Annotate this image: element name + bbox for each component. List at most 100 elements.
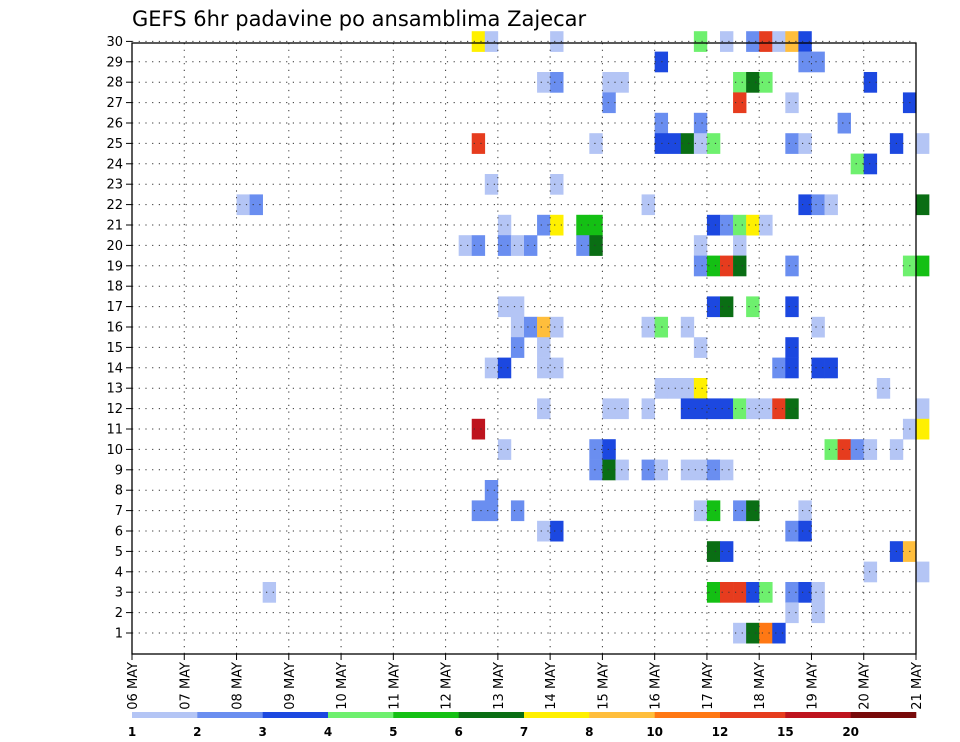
precip-cell: [693, 133, 708, 154]
precip-cell: [798, 500, 812, 522]
precip-cell: [746, 72, 760, 93]
precip-cell: [706, 133, 721, 154]
precip-cell: [537, 398, 551, 420]
precip-cell: [706, 398, 721, 420]
x-tick-label: 18 MAY: [753, 662, 768, 710]
precip-cell: [680, 398, 695, 420]
precip-cell: [811, 357, 825, 379]
precip-cell: [785, 92, 799, 114]
precip-cell: [785, 520, 799, 542]
y-tick-label: 4: [115, 565, 123, 580]
y-axis: 1234567891011121314151617181920212223242…: [106, 35, 132, 642]
colorbar-swatch: [262, 712, 329, 718]
colorbar-swatch: [654, 712, 721, 718]
precip-cell: [772, 622, 786, 644]
x-tick-label: 08 MAY: [231, 662, 246, 710]
precip-cell: [811, 194, 825, 216]
precip-cell: [471, 133, 486, 154]
colorbar-label: 5: [389, 725, 397, 739]
precip-cell: [602, 439, 616, 460]
precip-cell: [746, 500, 760, 522]
precip-cell: [589, 439, 603, 460]
precip-cell: [733, 235, 747, 256]
y-tick-label: 7: [115, 504, 123, 519]
precip-cell: [484, 357, 499, 379]
precip-cell: [249, 194, 263, 216]
colorbar-swatch: [393, 712, 459, 718]
precip-cell: [720, 255, 734, 277]
colorbar-label: 15: [777, 725, 794, 739]
precip-cell: [759, 582, 773, 603]
x-tick-label: 06 MAY: [126, 662, 141, 710]
colorbar-label: 4: [324, 725, 332, 739]
y-tick-label: 28: [106, 76, 123, 91]
precip-cell: [772, 357, 786, 379]
y-tick-label: 14: [106, 361, 123, 376]
precip-cell: [537, 316, 551, 338]
precip-cell: [746, 398, 760, 420]
precip-cell: [537, 214, 551, 236]
precip-cell: [916, 255, 930, 277]
precip-cell: [484, 500, 499, 522]
precip-cell: [916, 133, 930, 154]
precip-cell: [720, 296, 734, 318]
y-tick-label: 30: [106, 35, 123, 50]
precip-cell: [471, 418, 486, 440]
precip-cell: [497, 235, 512, 256]
precip-cell: [537, 357, 551, 379]
precip-cell: [798, 520, 812, 542]
precip-cell: [537, 72, 551, 93]
precip-cell: [746, 582, 760, 603]
precip-cell: [510, 337, 525, 358]
precip-cell: [550, 520, 564, 542]
y-tick-label: 15: [106, 341, 123, 356]
precip-cell: [497, 439, 512, 460]
precip-cell: [720, 398, 734, 420]
precip-cell: [746, 296, 760, 318]
precip-cell: [484, 174, 499, 195]
colorbar-label: 12: [712, 725, 729, 739]
precip-cell: [576, 235, 590, 256]
precip-cell: [537, 337, 551, 358]
precip-cell: [693, 235, 708, 256]
precip-cell: [262, 582, 277, 603]
y-tick-label: 3: [115, 586, 123, 601]
precip-cell: [798, 31, 812, 52]
precip-cell: [680, 316, 695, 338]
precip-cell: [589, 214, 603, 236]
x-tick-label: 13 MAY: [492, 662, 507, 710]
precip-cell: [785, 602, 799, 624]
precip-cell: [824, 439, 838, 460]
precip-cell: [693, 500, 708, 522]
precip-cell: [837, 112, 851, 134]
precip-cell: [471, 31, 486, 52]
precip-cell: [798, 133, 812, 154]
precip-cell: [471, 235, 486, 256]
precip-cell: [680, 378, 695, 399]
precip-cell: [759, 214, 773, 236]
precip-cell: [680, 133, 695, 154]
precip-cell: [693, 337, 708, 358]
precip-cell: [693, 378, 708, 399]
y-tick-label: 12: [106, 402, 123, 417]
colorbar-swatch: [328, 712, 394, 718]
x-tick-label: 14 MAY: [544, 662, 559, 710]
chart-title: GEFS 6hr padavine po ansamblima Zajecar: [132, 7, 587, 31]
colorbar-label: 10: [646, 725, 663, 739]
y-tick-label: 5: [115, 545, 123, 560]
precip-cell: [524, 235, 538, 256]
precip-cell: [602, 459, 616, 481]
precip-cell: [733, 398, 747, 420]
precip-cell: [916, 194, 930, 216]
precip-cell: [706, 459, 721, 481]
precip-cell: [850, 153, 865, 175]
x-tick-label: 20 MAY: [858, 662, 873, 710]
precip-cell: [785, 582, 799, 603]
x-tick-label: 19 MAY: [805, 662, 820, 710]
precip-cell: [772, 398, 786, 420]
precip-cell: [850, 439, 865, 460]
precip-cell: [471, 500, 486, 522]
x-tick-label: 17 MAY: [701, 662, 716, 710]
precip-cell: [916, 398, 930, 420]
